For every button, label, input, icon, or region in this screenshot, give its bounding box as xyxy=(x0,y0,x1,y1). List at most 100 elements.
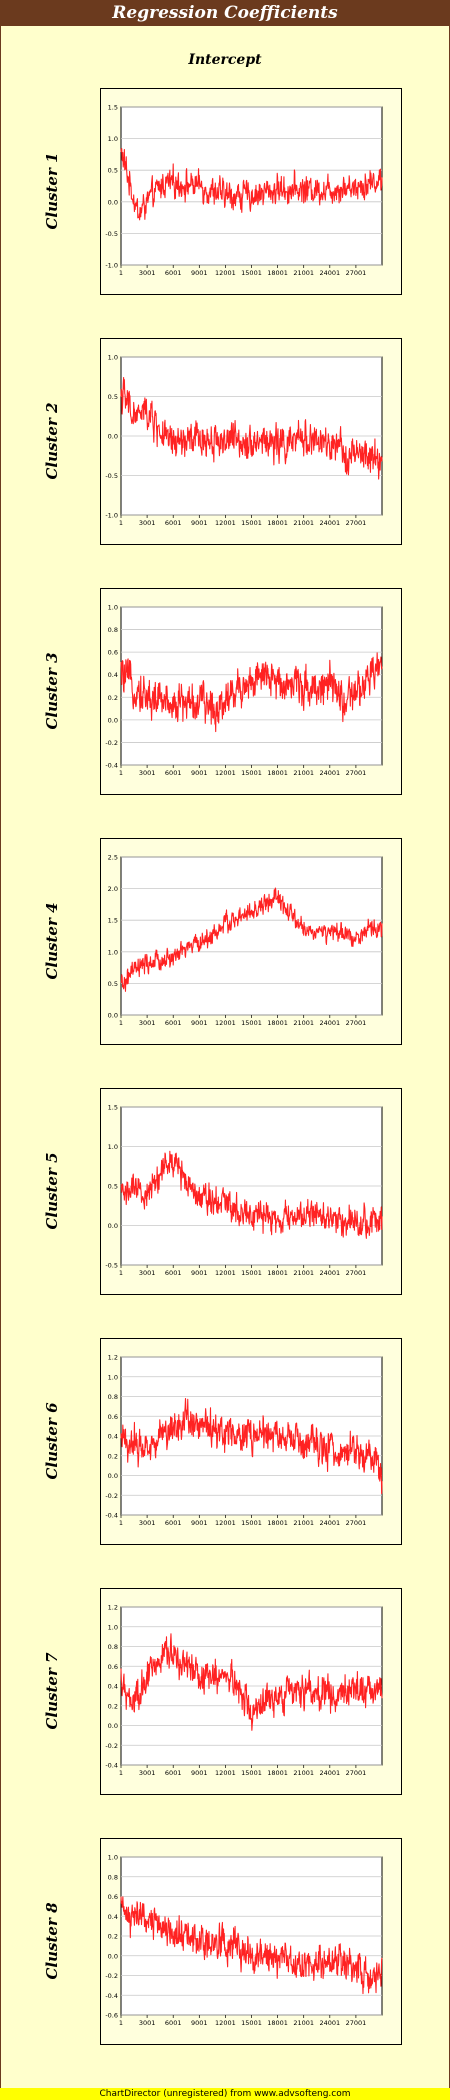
cluster-label: Cluster 1 xyxy=(22,88,82,293)
x-tick-label: 15001 xyxy=(241,2019,262,2027)
cluster-label: Cluster 3 xyxy=(22,588,82,793)
y-tick-label: 1.0 xyxy=(108,1373,118,1381)
y-tick-label: 0.8 xyxy=(108,1643,118,1651)
y-tick-label: 0.5 xyxy=(108,167,118,175)
x-tick-label: 9001 xyxy=(191,519,208,527)
x-tick-label: 18001 xyxy=(267,2019,288,2027)
x-tick-label: 9001 xyxy=(191,2019,208,2027)
y-tick-label: 0.5 xyxy=(108,1183,118,1191)
x-tick-label: 12001 xyxy=(215,1769,236,1777)
cluster-label: Cluster 5 xyxy=(22,1088,82,1293)
y-tick-label: 0.0 xyxy=(108,1222,118,1230)
x-tick-label: 24001 xyxy=(319,1769,340,1777)
y-tick-label: -0.5 xyxy=(105,472,118,480)
chart-panel: 1.5 1.0 0.5 0.0 -0.5 -1.0 1 3001 6001 9001 12001 15… xyxy=(100,88,402,295)
x-tick-label: 6001 xyxy=(165,519,182,527)
x-tick-label: 15001 xyxy=(241,519,262,527)
line-chart: 1.5 1.0 0.5 0.0 -0.5 -1.01 3001 6001 9001 12001 15… xyxy=(105,104,383,277)
x-tick-label: 24001 xyxy=(319,769,340,777)
y-tick-label: 0.0 xyxy=(108,1472,118,1480)
x-tick-label: 1 xyxy=(119,1519,123,1527)
y-tick-label: 0.2 xyxy=(108,1702,118,1710)
y-tick-label: 0.0 xyxy=(108,198,118,206)
x-tick-label: 15001 xyxy=(241,1019,262,1027)
y-tick-label: 0.4 xyxy=(108,671,118,679)
x-tick-label: 9001 xyxy=(191,769,208,777)
x-tick-label: 24001 xyxy=(319,1519,340,1527)
y-tick-label: 0.2 xyxy=(108,694,118,702)
series-line xyxy=(120,148,383,221)
x-tick-label: 27001 xyxy=(346,1519,367,1527)
x-tick-label: 9001 xyxy=(191,1269,208,1277)
x-tick-label: 27001 xyxy=(346,519,367,527)
series-line xyxy=(120,1397,383,1495)
x-tick-label: 24001 xyxy=(319,2019,340,2027)
x-tick-label: 27001 xyxy=(346,2019,367,2027)
y-tick-label: 0.5 xyxy=(108,393,118,401)
x-tick-label: 15001 xyxy=(241,1519,262,1527)
y-tick-label: 0.2 xyxy=(108,1933,118,1941)
x-tick-label: 3001 xyxy=(139,1019,156,1027)
x-tick-label: 15001 xyxy=(241,1769,262,1777)
x-tick-label: 1 xyxy=(119,1769,123,1777)
x-tick-label: 1 xyxy=(119,2019,123,2027)
line-chart: 2.5 2.0 1.5 1.0 0.5 0.01 3001 6001 9001 12001 1500… xyxy=(108,854,383,1027)
line-chart: 1.2 1.0 0.8 0.6 0.4 0.2 0.0 -0.2 -0.41 3001 6001 90… xyxy=(105,1354,383,1527)
footer-credit: ChartDirector (unregistered) from www.ad… xyxy=(0,2088,450,2100)
y-tick-label: -1.0 xyxy=(105,512,118,520)
chart-panel: 1.0 0.8 0.6 0.4 0.2 0.0 -0.2 -0.4 1 3001 6001 9001 1… xyxy=(100,588,402,795)
x-tick-label: 18001 xyxy=(267,1019,288,1027)
series-line xyxy=(120,1150,383,1239)
x-tick-label: 9001 xyxy=(191,269,208,277)
y-tick-label: -0.2 xyxy=(105,1742,118,1750)
y-tick-label: 0.0 xyxy=(108,716,118,724)
y-tick-label: 1.5 xyxy=(108,104,118,112)
x-tick-label: 1 xyxy=(119,1019,123,1027)
y-tick-label: 0.2 xyxy=(108,1452,118,1460)
x-tick-label: 21001 xyxy=(293,269,314,277)
y-tick-label: -0.2 xyxy=(105,1972,118,1980)
cluster-label-text: Cluster 3 xyxy=(43,651,61,730)
y-tick-label: 1.0 xyxy=(108,604,118,612)
x-tick-label: 18001 xyxy=(267,1269,288,1277)
x-tick-label: 3001 xyxy=(139,519,156,527)
y-tick-label: -0.5 xyxy=(105,1262,118,1270)
x-tick-label: 6001 xyxy=(165,2019,182,2027)
x-tick-label: 24001 xyxy=(319,1269,340,1277)
y-tick-label: 0.6 xyxy=(108,649,118,657)
y-tick-label: -0.4 xyxy=(105,762,118,770)
y-tick-label: -0.4 xyxy=(105,1762,118,1770)
x-tick-label: 3001 xyxy=(139,769,156,777)
y-tick-label: 0.4 xyxy=(108,1433,118,1441)
x-tick-label: 12001 xyxy=(215,1269,236,1277)
x-tick-label: 21001 xyxy=(293,769,314,777)
x-tick-label: 6001 xyxy=(165,269,182,277)
x-tick-label: 27001 xyxy=(346,1269,367,1277)
y-tick-label: 1.0 xyxy=(108,1143,118,1151)
x-tick-label: 24001 xyxy=(319,519,340,527)
cluster-label: Cluster 7 xyxy=(22,1588,82,1793)
x-tick-label: 1 xyxy=(119,269,123,277)
y-tick-label: 0.6 xyxy=(108,1893,118,1901)
y-tick-label: -0.2 xyxy=(105,739,118,747)
y-tick-label: -0.5 xyxy=(105,230,118,238)
line-chart: 1.0 0.8 0.6 0.4 0.2 0.0 -0.2 -0.4 -0.61 3001 6001 9… xyxy=(105,1854,383,2027)
y-tick-label: 0.8 xyxy=(108,1393,118,1401)
chart-panel: 1.2 1.0 0.8 0.6 0.4 0.2 0.0 -0.2 -0.4 1 3001 6001 90… xyxy=(100,1338,402,1545)
x-tick-label: 27001 xyxy=(346,1769,367,1777)
series-line xyxy=(120,1896,383,1995)
x-tick-label: 9001 xyxy=(191,1519,208,1527)
x-tick-label: 12001 xyxy=(215,2019,236,2027)
x-tick-label: 9001 xyxy=(191,1769,208,1777)
cluster-label-text: Cluster 8 xyxy=(43,1901,61,1980)
chart-panel: 1.0 0.5 0.0 -0.5 -1.0 1 3001 6001 9001 12001 15001… xyxy=(100,338,402,545)
y-tick-label: 1.2 xyxy=(108,1354,118,1362)
y-tick-label: 1.5 xyxy=(108,917,118,925)
x-tick-label: 27001 xyxy=(346,269,367,277)
y-tick-label: 0.5 xyxy=(108,980,118,988)
x-tick-label: 21001 xyxy=(293,2019,314,2027)
x-tick-label: 12001 xyxy=(215,769,236,777)
x-tick-label: 6001 xyxy=(165,1519,182,1527)
x-tick-label: 12001 xyxy=(215,269,236,277)
page-subtitle: Intercept xyxy=(188,52,262,68)
